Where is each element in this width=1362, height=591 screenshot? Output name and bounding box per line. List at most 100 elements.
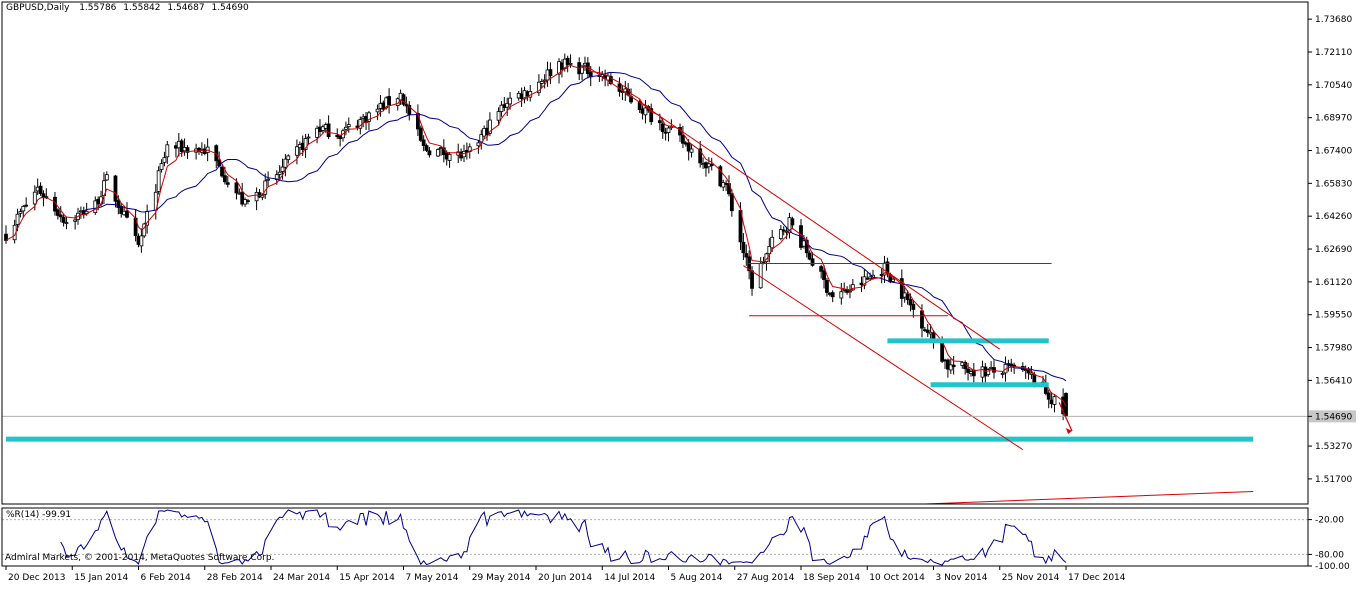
candle-body [548,69,553,76]
low-price: 1.54687 [167,3,205,13]
indicator-tick-label: -20.00 [1315,516,1344,526]
candle-body [986,369,991,375]
candle-body [64,222,69,224]
open-price: 1.55786 [79,3,117,13]
candle-body [770,236,775,249]
ema-line [5,64,1067,407]
candle-body [951,364,956,368]
candle-body [343,126,348,130]
candle-body [804,239,809,254]
candle-body [165,144,170,158]
candle-body [18,211,23,214]
candle-body [666,127,671,133]
candle-body [781,229,786,232]
candle-body [55,209,60,216]
candle-body [436,149,440,157]
date-tick-label: 14 Jul 2014 [604,573,655,583]
candle-body [940,342,945,362]
trendline [587,66,1001,350]
price-tick-label: 1.56410 [1315,376,1352,386]
candle-body [637,101,642,111]
candle-body [234,182,239,194]
candle-body [246,200,250,202]
candle-body [744,253,749,258]
candle-body [580,65,584,74]
candle-body [21,206,26,212]
candle-body [825,279,829,293]
candle-body [116,200,121,208]
candle-body [73,219,78,222]
candle-body [810,258,815,266]
candle-body [185,147,190,153]
candle-body [920,310,924,329]
candle-body [346,124,351,128]
sma-line [83,71,1067,382]
date-tick-label: 24 Mar 2014 [273,573,330,583]
candle-body [38,185,43,194]
candle-body [266,178,271,181]
candle-body [467,146,472,152]
candle-body [848,290,852,293]
down-arrow-head [1066,427,1072,434]
candle-body [891,278,896,282]
date-tick-label: 27 Aug 2014 [737,573,795,583]
candle-body [790,218,795,226]
candle-body [32,191,37,205]
candle-body [741,241,746,254]
price-tick-label: 1.53270 [1315,442,1352,452]
candle-body [315,127,319,138]
date-tick-label: 20 Jun 2014 [538,573,592,583]
candle-body [839,291,844,299]
candle-body [125,210,129,218]
candle-body [326,123,331,138]
date-tick-label: 20 Dec 2013 [8,573,66,583]
candle-body [496,111,501,121]
candle-body [488,119,492,134]
candle-body [424,145,429,151]
indicator-label: %R(14) -99.91 [6,510,72,520]
candle-body [681,134,685,144]
candle-body [905,293,910,301]
candle-body [225,182,230,185]
price-tick-label: 1.73680 [1315,15,1352,25]
candle-body [862,276,867,286]
candle-body [508,97,512,105]
indicator-pane [2,509,1308,566]
price-tick-label: 1.62690 [1315,245,1352,255]
candle-body [159,163,164,170]
candle-body [1046,392,1051,400]
candle-body [660,123,665,132]
price-tick-label: 1.67400 [1315,147,1352,157]
indicator-pane-frame [1,507,1309,567]
date-tick-label: 5 Aug 2014 [671,573,723,583]
candle-body [58,214,63,218]
date-tick-label: 18 Sep 2014 [803,573,860,583]
candle-body [807,252,812,260]
date-tick-label: 3 Nov 2014 [936,573,988,583]
candle-body [718,166,723,187]
candle-body [767,246,772,255]
candle-body [899,278,904,299]
price-tick-label: 1.59550 [1315,311,1352,321]
price-tick-label: 1.70540 [1315,81,1352,91]
candle-body [280,166,285,172]
candle-body [263,180,268,195]
candle-body [565,57,570,65]
candle-body [709,164,714,166]
candle-body [421,139,426,146]
date-tick-label: 15 Jan 2014 [74,573,128,583]
candle-body [179,140,184,152]
candle-body [1029,372,1034,375]
candle-body [416,113,420,130]
candle-body [303,138,308,150]
date-tick-label: 29 May 2014 [472,573,531,583]
date-tick-label: 10 Oct 2014 [869,573,925,583]
candle-body [686,142,691,152]
candle-body [220,166,224,177]
candle-body [306,136,311,139]
price-tick-label: 1.57980 [1315,344,1352,354]
candle-body [4,233,8,241]
